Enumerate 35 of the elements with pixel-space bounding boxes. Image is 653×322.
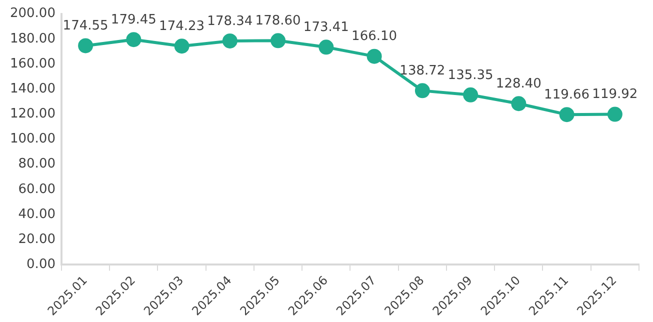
text: 166.10 xyxy=(352,29,398,44)
text: 173.41 xyxy=(303,20,349,36)
point xyxy=(222,33,238,48)
y-tick-label: 20.00 xyxy=(18,232,56,248)
point xyxy=(318,40,334,55)
point xyxy=(463,87,478,102)
y-tick-label: 80.00 xyxy=(18,156,56,172)
point xyxy=(78,38,94,54)
text: 179.45 xyxy=(110,12,156,28)
text: 135.35 xyxy=(448,68,494,83)
y-tick-label: 0.00 xyxy=(26,257,56,272)
point xyxy=(511,96,526,112)
text: 138.72 xyxy=(400,64,446,79)
y-tick-label: 120.00 xyxy=(10,106,56,122)
text: 178.34 xyxy=(207,14,253,29)
y-tick-label: 100.00 xyxy=(10,132,56,147)
text: 174.23 xyxy=(159,19,205,34)
point xyxy=(126,32,142,48)
point xyxy=(366,48,382,64)
y-tick-label: 160.00 xyxy=(10,56,56,72)
text: 119.92 xyxy=(592,87,638,102)
y-tick-label: 140.00 xyxy=(10,81,56,96)
text: 119.66 xyxy=(544,87,590,102)
y-tick-label: 180.00 xyxy=(10,31,56,46)
text: 174.55 xyxy=(62,18,108,34)
text: 178.60 xyxy=(255,14,301,29)
y-tick-label: 60.00 xyxy=(18,182,56,197)
point xyxy=(414,83,430,98)
point xyxy=(559,107,574,122)
point xyxy=(270,33,286,48)
point xyxy=(174,38,190,54)
y-tick-label: 40.00 xyxy=(18,206,56,222)
point xyxy=(607,106,622,122)
text: 128.40 xyxy=(496,76,542,92)
y-tick-label: 200.00 xyxy=(10,6,56,22)
